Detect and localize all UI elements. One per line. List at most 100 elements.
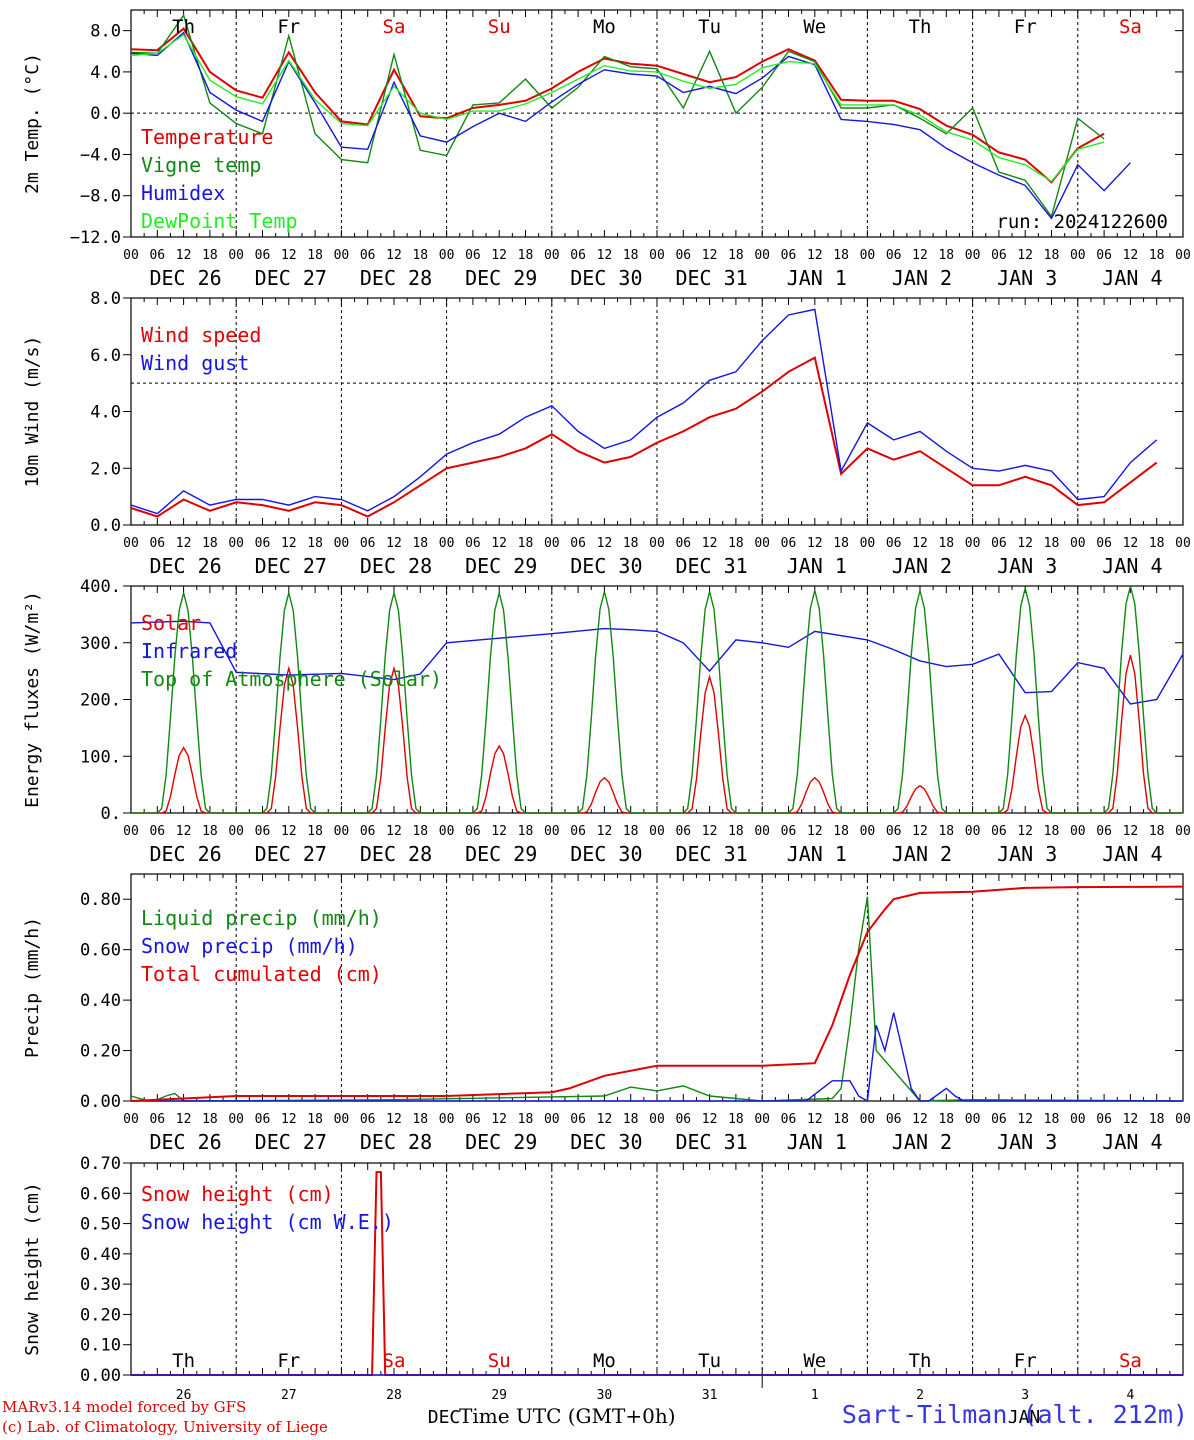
x-hour-label: 12 — [176, 1112, 192, 1127]
day-of-week-label: Sa — [1119, 1350, 1142, 1372]
x-hour-label: 00 — [860, 824, 876, 839]
x-hour-label: 00 — [123, 1112, 139, 1127]
y-tick-label: 0.80 — [80, 890, 121, 910]
x-date-label: DEC 29 — [465, 1130, 537, 1154]
x-hour-label: 06 — [570, 1112, 586, 1127]
x-date-label: DEC 30 — [570, 554, 642, 578]
series-line — [131, 585, 1183, 814]
x-hour-label: 06 — [886, 536, 902, 551]
x-hour-label: 00 — [439, 824, 455, 839]
day-of-week-label: We — [803, 1350, 826, 1372]
x-hour-label: 00 — [228, 824, 244, 839]
x-hour-label: 18 — [202, 536, 218, 551]
x-hour-label: 12 — [807, 1112, 823, 1127]
x-hour-label: 12 — [1123, 824, 1139, 839]
x-hour-label: 00 — [1175, 1112, 1191, 1127]
x-day-number: 4 — [1126, 1388, 1134, 1403]
y-tick-label: 0.40 — [80, 991, 121, 1011]
x-hour-label: 12 — [912, 248, 928, 263]
x-date-label: DEC 26 — [149, 266, 221, 290]
x-hour-label: 00 — [228, 248, 244, 263]
y-axis-label: 2m Temp. (°C) — [22, 53, 43, 194]
day-of-week-label: Fr — [1014, 1350, 1037, 1372]
y-tick-label: 0.20 — [80, 1042, 121, 1062]
x-hour-label: 06 — [675, 824, 691, 839]
x-hour-label: 18 — [307, 824, 323, 839]
x-hour-label: 12 — [386, 536, 402, 551]
x-hour-label: 12 — [281, 1112, 297, 1127]
x-hour-label: 18 — [833, 536, 849, 551]
x-date-label: DEC 29 — [465, 842, 537, 866]
series-line — [130, 13, 1105, 218]
x-hour-label: 06 — [255, 536, 271, 551]
x-hour-label: 18 — [728, 824, 744, 839]
x-hour-label: 06 — [991, 824, 1007, 839]
panel-precip — [123, 873, 1184, 1103]
x-hour-label: 18 — [1149, 824, 1165, 839]
x-hour-label: 12 — [597, 1112, 613, 1127]
y-tick-label: 0.70 — [80, 1154, 121, 1174]
x-hour-label: 00 — [860, 1112, 876, 1127]
x-hour-label: 18 — [623, 248, 639, 263]
y-tick-label: 200. — [80, 691, 121, 711]
x-hour-label: 00 — [334, 824, 350, 839]
x-date-label: JAN 2 — [892, 266, 952, 290]
x-hour-label: 18 — [412, 248, 428, 263]
x-hour-label: 12 — [176, 536, 192, 551]
y-tick-label: 0.40 — [80, 1245, 121, 1265]
x-hour-label: 00 — [754, 536, 770, 551]
x-hour-label: 00 — [754, 1112, 770, 1127]
x-hour-label: 00 — [1070, 248, 1086, 263]
x-date-label: JAN 2 — [892, 1130, 952, 1154]
x-hour-label: 00 — [1175, 824, 1191, 839]
x-date-label: JAN 1 — [787, 266, 847, 290]
x-hour-label: 18 — [412, 824, 428, 839]
y-tick-label: 0.0 — [90, 516, 121, 536]
x-hour-label: 06 — [465, 248, 481, 263]
x-hour-label: 12 — [1017, 536, 1033, 551]
x-hour-label: 06 — [675, 1112, 691, 1127]
legend-entry: Wind gust — [141, 351, 249, 375]
legend-entry: Liquid precip (mm/h) — [141, 906, 382, 930]
x-hour-label: 00 — [334, 536, 350, 551]
y-tick-label: 0.60 — [80, 1184, 121, 1204]
x-hour-label: 12 — [1123, 248, 1139, 263]
x-date-label: JAN 2 — [892, 842, 952, 866]
x-hour-label: 18 — [938, 824, 954, 839]
y-tick-label: 0. — [101, 804, 121, 824]
legend-entry: Wind speed — [141, 323, 261, 347]
x-hour-label: 00 — [965, 1112, 981, 1127]
x-date-label: DEC 30 — [570, 842, 642, 866]
x-hour-label: 12 — [912, 1112, 928, 1127]
x-hour-label: 12 — [491, 824, 507, 839]
x-hour-label: 18 — [518, 536, 534, 551]
panel-energy — [123, 585, 1184, 814]
y-tick-label: 6.0 — [90, 346, 121, 366]
x-hour-label: 12 — [702, 1112, 718, 1127]
x-hour-label: 18 — [307, 536, 323, 551]
x-hour-label: 00 — [123, 248, 139, 263]
day-of-week-label: Mo — [593, 16, 616, 38]
x-hour-label: 18 — [1044, 248, 1060, 263]
x-day-number: 2 — [916, 1388, 924, 1403]
x-hour-label: 00 — [649, 536, 665, 551]
x-date-label: DEC 31 — [675, 554, 747, 578]
x-date-label: DEC 28 — [360, 266, 432, 290]
day-of-week-label: Th — [909, 16, 932, 38]
y-tick-label: 2.0 — [90, 459, 121, 479]
day-of-week-label: Tu — [698, 1350, 721, 1372]
x-hour-label: 00 — [544, 1112, 560, 1127]
y-tick-label: 8.0 — [90, 22, 121, 42]
x-hour-label: 00 — [965, 248, 981, 263]
x-hour-label: 12 — [912, 536, 928, 551]
x-date-label: DEC 27 — [255, 1130, 327, 1154]
x-hour-label: 18 — [833, 248, 849, 263]
y-tick-label: 100. — [80, 747, 121, 767]
y-tick-label: −12.0 — [70, 228, 121, 248]
x-hour-label: 00 — [1070, 1112, 1086, 1127]
series-line — [130, 308, 1158, 515]
x-hour-label: 06 — [886, 1112, 902, 1127]
model-credit: MARv3.14 model forced by GFS — [2, 1398, 247, 1416]
run-label: run: 2024122600 — [996, 211, 1168, 233]
